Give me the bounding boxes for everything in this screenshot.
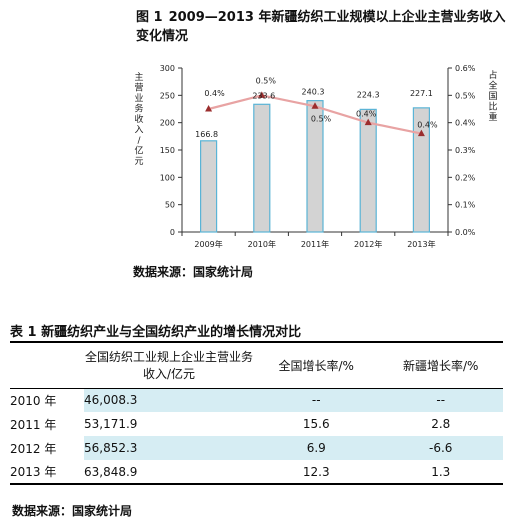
x-tick-label: 2009年	[194, 239, 222, 249]
y-tick-label-right: 0.5%	[455, 91, 476, 100]
row-xinjiang-growth: -6.6	[378, 436, 503, 460]
y-tick-label-right: 0.3%	[455, 146, 476, 155]
row-year: 2012 年	[10, 441, 57, 456]
row-national-growth: 15.6	[302, 417, 330, 431]
y-axis-title-left-char: /	[137, 136, 141, 146]
figure-title: 图 1 2009—2013 年新疆纺织工业规模以上企业主营业务收入变化情况	[136, 8, 506, 46]
line-value-label: 0.5%	[311, 114, 332, 123]
row-year: 2010 年	[10, 393, 57, 408]
y-tick-label-left: 250	[160, 91, 175, 100]
y-tick-label-left: 0	[170, 228, 175, 237]
line-marker	[417, 129, 425, 137]
bar	[306, 100, 324, 233]
y-tick-label-left: 100	[160, 173, 175, 182]
bar-value-label: 233.6	[252, 91, 275, 100]
growth-comparison-table: 全国纺织工业规上企业主营业务收入/亿元 全国增长率/% 新疆增长率/% 2010…	[10, 341, 503, 485]
x-tick-label: 2013年	[407, 239, 435, 249]
figure-number: 图 1	[136, 10, 163, 25]
line-marker	[258, 91, 266, 98]
x-tick-label: 2012年	[354, 239, 382, 249]
bar-value-label: 227.1	[410, 89, 433, 98]
line-value-label: 0.4%	[417, 121, 438, 130]
y-tick-label-right: 0.2%	[455, 173, 476, 182]
y-axis-title-left-char: 元	[134, 157, 143, 167]
line-value-label: 0.4%	[356, 110, 377, 119]
row-national-revenue: 63,848.9	[84, 464, 138, 479]
y-axis-title-right-char: 重	[488, 111, 497, 123]
y-axis-title-right-char: 全	[488, 80, 497, 92]
y-axis-title-right-char: 国	[488, 91, 497, 102]
bar	[253, 103, 271, 233]
row-year: 2013 年	[10, 465, 57, 479]
table-number: 表 1	[10, 325, 37, 340]
row-national-growth: 6.9	[254, 436, 379, 460]
figure-source: 数据来源：国家统计局	[133, 265, 254, 279]
row-national-growth: --	[254, 388, 379, 412]
row-national-revenue: 46,008.3	[84, 388, 254, 412]
line-value-label: 0.5%	[256, 76, 277, 85]
x-tick-label: 2011年	[301, 239, 329, 249]
y-tick-label-right: 0.0%	[455, 228, 476, 237]
table-source: 数据来源：国家统计局	[12, 504, 133, 518]
line-marker	[364, 118, 372, 126]
table-title: 表 1 新疆纺织产业与全国纺织产业的增长情况对比	[10, 321, 301, 340]
y-tick-label-left: 50	[165, 201, 175, 210]
row-xinjiang-growth: 1.3	[431, 464, 451, 479]
table-title-text: 新疆纺织产业与全国纺织产业的增长情况对比	[41, 325, 302, 340]
y-tick-label-left: 150	[160, 146, 175, 155]
y-axis-title-left-char: 收	[134, 113, 143, 125]
y-axis-title-left-char: 业	[134, 93, 143, 104]
row-xinjiang-growth: --	[378, 388, 503, 412]
header-national-growth: 全国增长率/%	[278, 358, 354, 373]
row-national-revenue: 53,171.9	[84, 417, 138, 431]
y-tick-label-left: 200	[160, 119, 175, 128]
figure-title-text: 2009—2013 年新疆纺织工业规模以上企业主营业务收入变化情况	[136, 10, 506, 44]
y-axis-title-left-char: 入	[134, 125, 143, 136]
bar-value-label: 240.3	[302, 88, 325, 97]
row-xinjiang-growth: 2.8	[431, 417, 451, 431]
y-axis-title-left-char: 亿	[134, 145, 143, 157]
bar-value-label: 166.8	[195, 130, 218, 139]
bar	[359, 108, 377, 233]
table-row: 2012 年 56,852.3 6.9 -6.6	[10, 436, 503, 460]
y-axis-title-left-char: 务	[134, 103, 143, 115]
x-tick-label: 2010年	[248, 239, 276, 249]
y-axis-title-left-char: 营	[134, 82, 143, 94]
combo-chart: 0 50 100 150 200 250 300 0.0% 0.1% 0.2% 0.3% 0.4% 0.…	[134, 64, 497, 249]
line-marker	[205, 105, 213, 112]
y-axis-title-right-char: 占	[488, 69, 497, 81]
row-year: 2011 年	[10, 417, 57, 432]
y-tick-label-right: 0.1%	[455, 201, 476, 210]
table-row: 2013 年 63,848.9 12.3 1.3	[10, 460, 503, 484]
y-axis-title-right-char: 比	[488, 101, 497, 113]
line-marker	[311, 102, 319, 109]
bar	[199, 140, 218, 233]
table-row: 2011 年 53,171.9 15.6 2.8	[10, 412, 503, 436]
table-row: 2010 年 46,008.3 -- --	[10, 388, 503, 412]
row-national-revenue: 56,852.3	[84, 436, 254, 460]
table-header-row: 全国纺织工业规上企业主营业务收入/亿元 全国增长率/% 新疆增长率/%	[10, 342, 503, 388]
y-tick-label-right: 0.6%	[455, 64, 476, 73]
header-year	[10, 342, 84, 388]
bar	[412, 107, 430, 233]
bar-value-label: 224.3	[357, 90, 380, 99]
row-national-growth: 12.3	[302, 464, 330, 479]
y-tick-label-right: 0.4%	[455, 119, 476, 128]
y-tick-label-left: 300	[160, 64, 175, 73]
y-axis-title-left-char: 主	[134, 71, 143, 83]
line-value-label: 0.4%	[204, 89, 225, 98]
header-xinjiang-growth: 新疆增长率/%	[403, 358, 479, 373]
header-national-revenue: 全国纺织工业规上企业主营业务收入/亿元	[84, 350, 253, 382]
